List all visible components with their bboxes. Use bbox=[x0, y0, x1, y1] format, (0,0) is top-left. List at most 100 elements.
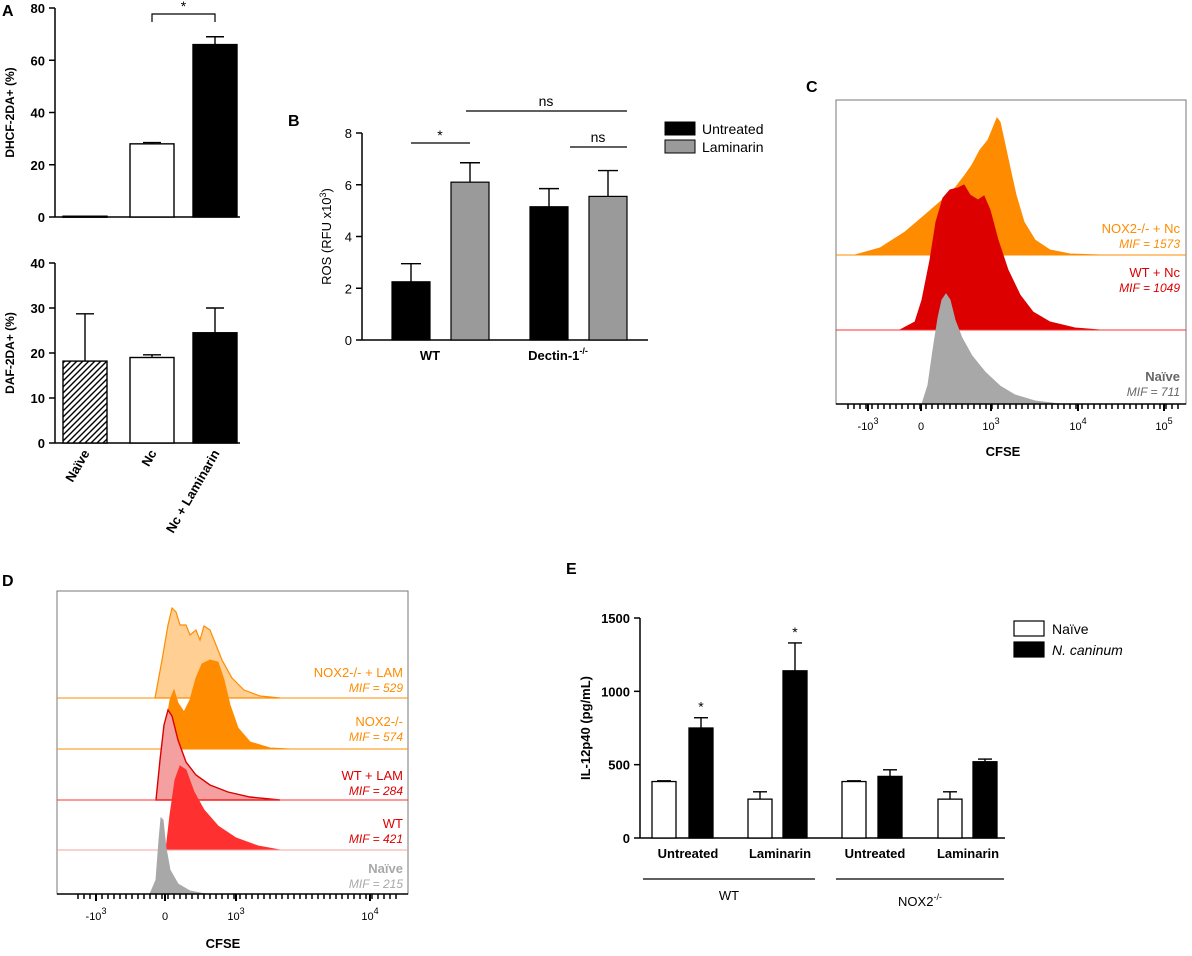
panel-b-letter: B bbox=[288, 113, 300, 130]
y-tick-label: 0 bbox=[38, 436, 45, 451]
track-label: NOX2-/- + LAM bbox=[314, 665, 403, 680]
track-label: Naïve bbox=[1145, 369, 1180, 384]
x-category-label: Untreated bbox=[658, 846, 719, 861]
histogram-wt bbox=[165, 765, 281, 851]
x-axis-label: CFSE bbox=[206, 936, 241, 951]
significance-label: ns bbox=[591, 129, 606, 145]
histogram-nox2-nc bbox=[854, 116, 1101, 256]
y-tick-label: 2 bbox=[345, 281, 352, 296]
panel-e-letter: E bbox=[566, 561, 577, 578]
histogram-nox2-lam bbox=[154, 606, 281, 699]
bar-na-ve bbox=[62, 360, 108, 444]
x-category-label: Laminarin bbox=[937, 846, 999, 861]
track-mif: MIF = 574 bbox=[349, 730, 403, 744]
track-label: WT + Nc bbox=[1129, 265, 1180, 280]
x-category-label: Nc bbox=[138, 447, 159, 469]
track-mif: MIF = 215 bbox=[349, 877, 403, 891]
y-tick-label: 8 bbox=[345, 126, 352, 141]
legend-swatch bbox=[1013, 620, 1045, 637]
histogram-nox2 bbox=[161, 659, 291, 750]
track-mif: MIF = 1573 bbox=[1119, 237, 1180, 251]
legend-label: Laminarin bbox=[702, 139, 763, 155]
bar-na-ve bbox=[841, 780, 867, 839]
panel-a-top-chart: 0 20 40 60 80 DHCF-2DA+ (%) * bbox=[3, 0, 240, 225]
supergroup-label: NOX2-/- bbox=[898, 892, 942, 909]
track-mif: MIF = 1049 bbox=[1119, 281, 1180, 295]
legend-swatch bbox=[664, 139, 696, 154]
panel-b-chart: 0 2 4 6 8 ROS (RFU x103) WT Dectin-1-/- * ns ns Unt… bbox=[318, 93, 763, 363]
x-group-label: WT bbox=[420, 348, 440, 363]
histogram-naive bbox=[921, 293, 1061, 405]
bar-na-ve bbox=[651, 780, 677, 839]
legend-label: Naïve bbox=[1052, 621, 1089, 637]
bar-untreated bbox=[391, 281, 431, 341]
panel-a-bottom-chart: 0 10 20 30 40 DAF-2DA+ (%) Naïve Nc Nc + Laminar… bbox=[3, 256, 240, 536]
significance-bracket bbox=[151, 13, 216, 22]
y-tick-label: 0 bbox=[345, 333, 352, 348]
track-label: NOX2-/- bbox=[355, 714, 403, 729]
significance-label: * bbox=[792, 624, 798, 640]
significance-label: * bbox=[437, 127, 443, 143]
bar-n-caninum bbox=[877, 775, 903, 839]
track-label: WT bbox=[383, 816, 403, 831]
y-axis-label: DAF-2DA+ (%) bbox=[3, 312, 17, 394]
y-tick-label: 4 bbox=[345, 230, 352, 245]
legend-swatch bbox=[664, 121, 696, 136]
track-mif: MIF = 421 bbox=[349, 832, 403, 846]
bar-nc-laminarin bbox=[192, 43, 238, 218]
x-tick-label: 0 bbox=[918, 421, 924, 433]
histogram-naive bbox=[149, 816, 206, 895]
y-tick-label: 60 bbox=[31, 53, 45, 68]
x-tick-label: 105 bbox=[1155, 416, 1172, 433]
y-axis-label: DHCF-2DA+ (%) bbox=[3, 67, 17, 157]
histogram-wt-nc bbox=[899, 184, 1101, 331]
track-label: Naïve bbox=[368, 861, 403, 876]
legend-label: Untreated bbox=[702, 121, 763, 137]
y-tick-label: 1500 bbox=[601, 611, 630, 626]
bar-laminarin bbox=[450, 181, 490, 341]
y-tick-label: 500 bbox=[608, 758, 630, 773]
significance-label: * bbox=[181, 0, 187, 14]
y-tick-label: 20 bbox=[31, 158, 45, 173]
bar-na-ve bbox=[62, 215, 108, 218]
y-axis-label: IL-12p40 (pg/mL) bbox=[578, 676, 593, 780]
panel-d-letter: D bbox=[2, 573, 14, 590]
bar-nc bbox=[129, 143, 175, 218]
panel-a-letter: A bbox=[2, 3, 14, 20]
bar-untreated bbox=[529, 206, 569, 341]
x-tick-label: 0 bbox=[162, 911, 168, 923]
track-label: WT + LAM bbox=[341, 768, 403, 783]
legend-swatch bbox=[1013, 641, 1045, 658]
bar-nc-laminarin bbox=[192, 332, 238, 444]
significance-label: * bbox=[698, 699, 704, 715]
track-label: NOX2-/- + Nc bbox=[1102, 221, 1181, 236]
x-axis-label: CFSE bbox=[986, 444, 1021, 459]
panel-e-chart: 0 500 1000 1500 IL-12p40 (pg/mL) * * Untreated L… bbox=[578, 611, 1123, 909]
x-category-label: Naïve bbox=[62, 447, 92, 485]
legend-label: N. caninum bbox=[1052, 642, 1123, 658]
x-tick-label: 104 bbox=[1069, 416, 1086, 433]
bar-n-caninum bbox=[688, 727, 714, 839]
y-tick-label: 80 bbox=[31, 1, 45, 16]
x-tick-label: 103 bbox=[227, 906, 244, 923]
bar-nc bbox=[129, 356, 175, 444]
panel-c-letter: C bbox=[806, 79, 818, 96]
x-group-label: Dectin-1-/- bbox=[528, 346, 588, 363]
y-tick-label: 0 bbox=[623, 831, 630, 846]
y-tick-label: 10 bbox=[31, 391, 45, 406]
x-category-label: Nc + Laminarin bbox=[163, 447, 223, 536]
bar-na-ve bbox=[747, 798, 773, 839]
track-mif: MIF = 284 bbox=[349, 784, 403, 798]
y-tick-label: 30 bbox=[31, 301, 45, 316]
x-category-label: Laminarin bbox=[749, 846, 811, 861]
bar-n-caninum bbox=[972, 761, 998, 839]
y-tick-label: 20 bbox=[31, 346, 45, 361]
y-tick-label: 0 bbox=[38, 210, 45, 225]
x-tick-label: -103 bbox=[86, 906, 107, 923]
y-tick-label: 40 bbox=[31, 106, 45, 121]
y-tick-label: 1000 bbox=[601, 684, 630, 699]
y-tick-label: 40 bbox=[31, 256, 45, 271]
